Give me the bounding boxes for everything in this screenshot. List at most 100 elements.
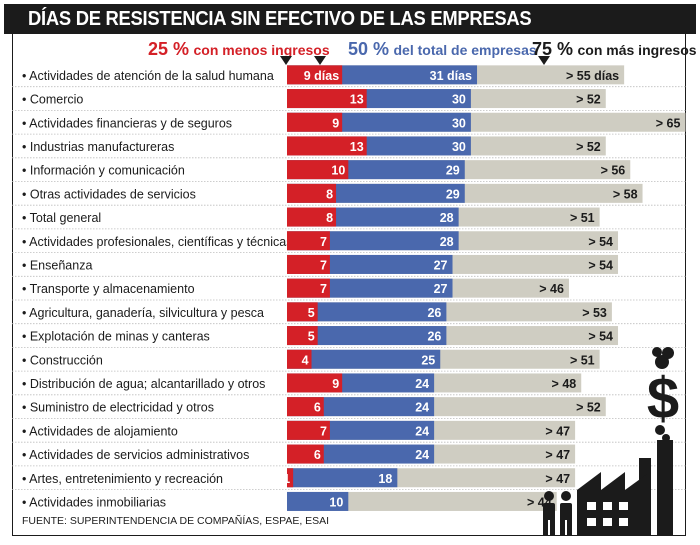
label-p75: > 51 xyxy=(570,353,595,367)
label-p75: > 51 xyxy=(570,211,595,225)
category-label: • Actividades financieras y de seguros xyxy=(22,116,232,130)
label-p25: 13 xyxy=(350,93,364,107)
label-p50: 10 xyxy=(329,495,343,509)
label-p75: > 53 xyxy=(582,306,607,320)
legend-p75-pct: 75 % xyxy=(532,39,574,59)
legend-p25-text: con menos ingresos xyxy=(193,42,330,58)
label-p25: 8 xyxy=(326,187,333,201)
label-p75: > 47 xyxy=(545,472,570,486)
label-p25: 7 xyxy=(320,235,327,249)
legend-p50-pct: 50 % xyxy=(348,39,390,59)
label-p50: 24 xyxy=(415,448,429,462)
label-p50: 24 xyxy=(415,424,429,438)
label-p25: 9 xyxy=(332,377,339,391)
bar-p50 xyxy=(287,349,441,369)
label-p50: 25 xyxy=(421,353,435,367)
label-p75: > 48 xyxy=(552,377,577,391)
label-p75: > 54 xyxy=(588,330,613,344)
label-p25: 13 xyxy=(350,140,364,154)
legend-p25: 25 % con menos ingresos xyxy=(148,39,330,60)
bar-p25 xyxy=(287,302,318,322)
bar-p50 xyxy=(287,468,398,488)
category-label: • Artes, entretenimiento y recreación xyxy=(22,472,223,486)
label-p25: 9 días xyxy=(304,69,339,83)
bar-p25 xyxy=(287,207,337,227)
label-p75: > 47 xyxy=(545,424,570,438)
label-p75: > 54 xyxy=(588,258,613,272)
category-label: • Suministro de electricidad y otros xyxy=(22,401,214,415)
category-label: • Enseñanza xyxy=(22,258,92,272)
label-p50: 30 xyxy=(452,116,466,130)
label-p50: 28 xyxy=(440,235,454,249)
category-label: • Construcción xyxy=(22,353,103,367)
legend-p25-pct: 25 % xyxy=(148,39,190,59)
legend-p50-arrow-icon xyxy=(314,56,326,65)
label-p25: 5 xyxy=(308,306,315,320)
label-p25: 10 xyxy=(331,164,345,178)
category-label: • Actividades de servicios administrativ… xyxy=(22,448,249,462)
label-p25: 6 xyxy=(314,401,321,415)
category-label: • Otras actividades de servicios xyxy=(22,187,196,201)
legend-p25-arrow-icon xyxy=(280,56,292,65)
category-label: • Agricultura, ganadería, silvicultura y… xyxy=(22,306,264,320)
legend-p75-text: con más ingresos xyxy=(577,42,697,58)
label-p50: 24 xyxy=(415,377,429,391)
label-p25: 8 xyxy=(326,211,333,225)
bar-p25 xyxy=(287,136,367,156)
legend-p75: 75 % con más ingresos xyxy=(532,39,697,60)
label-p25: 7 xyxy=(320,258,327,272)
bar-p25 xyxy=(287,326,318,346)
bar-p25 xyxy=(287,112,343,132)
label-p25: 6 xyxy=(314,448,321,462)
category-label: • Actividades de atención de la salud hu… xyxy=(22,69,274,83)
label-p50: 18 xyxy=(378,472,392,486)
category-label: • Industrias manufactureras xyxy=(22,140,174,154)
factory-dollar-icon: $ xyxy=(543,347,679,535)
label-p25: 5 xyxy=(308,330,315,344)
label-p50: 26 xyxy=(427,330,441,344)
label-p25: 7 xyxy=(320,282,327,296)
bar-p25 xyxy=(287,420,330,440)
label-p25: 7 xyxy=(320,424,327,438)
category-label: • Transporte y almacenamiento xyxy=(22,282,195,296)
bar-p25 xyxy=(287,373,343,393)
bar-p25 xyxy=(287,254,330,274)
label-p75: > 52 xyxy=(576,93,601,107)
chart-frame xyxy=(12,34,686,536)
category-label: • Actividades profesionales, científicas… xyxy=(22,235,292,249)
bar-p25 xyxy=(287,65,343,85)
label-p50: 30 xyxy=(452,93,466,107)
bar-p50 xyxy=(287,302,447,322)
bar-p25 xyxy=(287,89,367,109)
label-p25: 9 xyxy=(332,116,339,130)
label-p75: > 46 xyxy=(539,282,564,296)
label-p50: 29 xyxy=(446,164,460,178)
legend-p75-arrow-icon xyxy=(538,56,550,65)
label-p75: > 56 xyxy=(601,164,626,178)
label-p50: 27 xyxy=(434,282,448,296)
category-label: • Total general xyxy=(22,211,101,225)
bar-p25 xyxy=(287,183,337,203)
legend-p50: 50 % del total de empresas xyxy=(348,39,537,60)
label-p50: 30 xyxy=(452,140,466,154)
bar-p25 xyxy=(287,468,294,488)
bar-p25 xyxy=(287,160,349,180)
bar-p25 xyxy=(287,231,330,251)
category-label: • Comercio xyxy=(22,93,83,107)
label-p50: 26 xyxy=(427,306,441,320)
category-label: • Actividades inmobiliarias xyxy=(22,495,166,509)
label-p75: > 47 xyxy=(545,448,570,462)
chart-title: DÍAS DE RESISTENCIA SIN EFECTIVO DE LAS … xyxy=(28,8,532,30)
title-bar: DÍAS DE RESISTENCIA SIN EFECTIVO DE LAS … xyxy=(4,4,696,34)
label-p75: > 54 xyxy=(588,235,613,249)
bar-p50 xyxy=(287,491,349,511)
bar-p50 xyxy=(287,326,447,346)
category-label: • Información y comunicación xyxy=(22,164,185,178)
label-p50: 29 xyxy=(446,187,460,201)
label-p75: > 55 días xyxy=(566,69,619,83)
bar-p25 xyxy=(287,278,330,298)
bar-p75 xyxy=(287,491,557,511)
category-label: • Explotación de minas y canteras xyxy=(22,330,210,344)
label-p25: 1 xyxy=(283,472,290,486)
